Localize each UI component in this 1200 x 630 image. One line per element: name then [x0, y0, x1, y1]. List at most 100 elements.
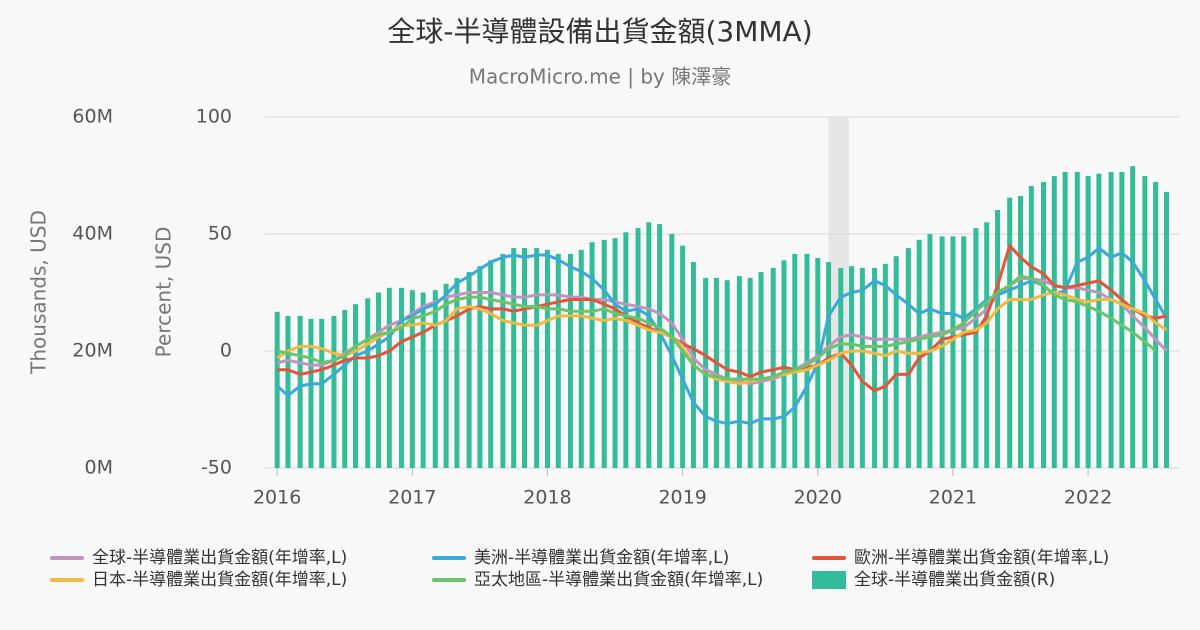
bar: [589, 242, 595, 468]
y2-tick-label: 40M: [72, 223, 113, 245]
x-tick-label: 2018: [523, 487, 571, 509]
bar: [623, 232, 629, 468]
bar: [466, 272, 472, 468]
bar: [601, 239, 607, 468]
legend-label: 全球-半導體業出貨金額(R): [854, 570, 1055, 590]
bar: [905, 248, 911, 468]
bar: [859, 267, 865, 468]
bar: [770, 267, 776, 468]
legend-swatch: [50, 578, 84, 582]
bar: [950, 236, 956, 468]
bar: [1062, 171, 1068, 469]
bar: [758, 272, 764, 468]
line: [277, 244, 1167, 393]
y-tick-label: -50: [201, 457, 232, 479]
bar: [893, 256, 899, 468]
legend-swatch: [50, 556, 84, 560]
bar: [285, 315, 291, 468]
bar: [399, 287, 405, 468]
bar: [1018, 195, 1024, 468]
bar: [961, 236, 967, 468]
bar: [973, 228, 979, 468]
bar: [353, 304, 359, 468]
bar: [939, 236, 945, 468]
chart-title: 全球-半導體設備出貨金額(3MMA): [387, 15, 812, 48]
line: [276, 274, 1157, 381]
y2-tick-label: 60M: [72, 106, 113, 128]
bar: [1007, 197, 1013, 469]
legend-label: 歐洲-半導體業出貨金額(年增率,L): [854, 548, 1109, 568]
bar: [995, 210, 1001, 468]
bar: [1051, 176, 1057, 468]
bar: [511, 248, 517, 468]
bar: [838, 267, 844, 468]
bar: [544, 249, 550, 468]
bar: [386, 287, 392, 468]
bar: [420, 292, 426, 468]
x-tick-label: 2022: [1064, 487, 1112, 509]
bar: [781, 260, 787, 468]
bar: [376, 292, 382, 468]
bar: [555, 253, 561, 468]
bar: [657, 224, 663, 468]
bar: [409, 290, 415, 468]
bar: [1142, 176, 1148, 468]
bar: [308, 318, 314, 468]
bar: [669, 234, 675, 468]
legend-swatch: [432, 578, 466, 582]
bar: [578, 249, 584, 468]
y2-tick-label: 0M: [85, 457, 113, 479]
bar: [984, 222, 990, 468]
y-tick-label: 100: [196, 106, 232, 128]
bar: [500, 253, 506, 468]
bar: [635, 228, 641, 468]
bar: [872, 267, 878, 468]
legend-swatch: [812, 571, 846, 589]
bar: [1119, 171, 1125, 469]
bar: [747, 277, 753, 468]
legend-swatch: [432, 556, 466, 560]
bar: [1028, 186, 1034, 468]
y-tick-label: 0: [220, 340, 232, 362]
bar: [1153, 181, 1159, 468]
y-tick-label: 50: [208, 223, 232, 245]
x-tick-label: 2021: [929, 487, 977, 509]
bar: [443, 283, 449, 468]
bar: [297, 315, 303, 468]
legend-label: 日本-半導體業出貨金額(年增率,L): [92, 570, 347, 590]
bar: [567, 253, 573, 468]
bar: [646, 222, 652, 468]
bar: [1074, 171, 1080, 469]
legend-swatch: [812, 556, 846, 560]
line: [276, 246, 1168, 426]
bar: [792, 253, 798, 468]
bar: [826, 262, 832, 468]
bar: [1085, 176, 1091, 468]
bar: [365, 298, 371, 468]
chart-subtitle: MacroMicro.me | by 陳澤豪: [469, 65, 732, 89]
x-tick-label: 2016: [253, 487, 301, 509]
bar: [488, 260, 494, 468]
bar: [274, 311, 280, 468]
legend-label: 全球-半導體業出貨金額(年增率,L): [92, 548, 347, 568]
bar: [454, 277, 460, 468]
bar: [342, 310, 348, 468]
legend-label: 美洲-半導體業出貨金額(年增率,L): [474, 548, 729, 568]
bar: [477, 266, 483, 468]
bar: [680, 245, 686, 468]
bar: [1096, 173, 1102, 468]
bar: [612, 238, 618, 468]
x-tick-label: 2017: [388, 487, 436, 509]
x-tick-label: 2019: [658, 487, 706, 509]
line: [276, 291, 1168, 386]
bar: [534, 248, 540, 468]
bar: [1040, 181, 1046, 468]
x-tick-label: 2020: [794, 487, 842, 509]
bar: [319, 318, 325, 468]
bar: [1163, 191, 1169, 468]
bar: [331, 315, 337, 468]
y2-axis-title: Thousands, USD: [27, 210, 51, 375]
y-axis-title: Percent, USD: [152, 227, 176, 358]
bar: [521, 248, 527, 468]
